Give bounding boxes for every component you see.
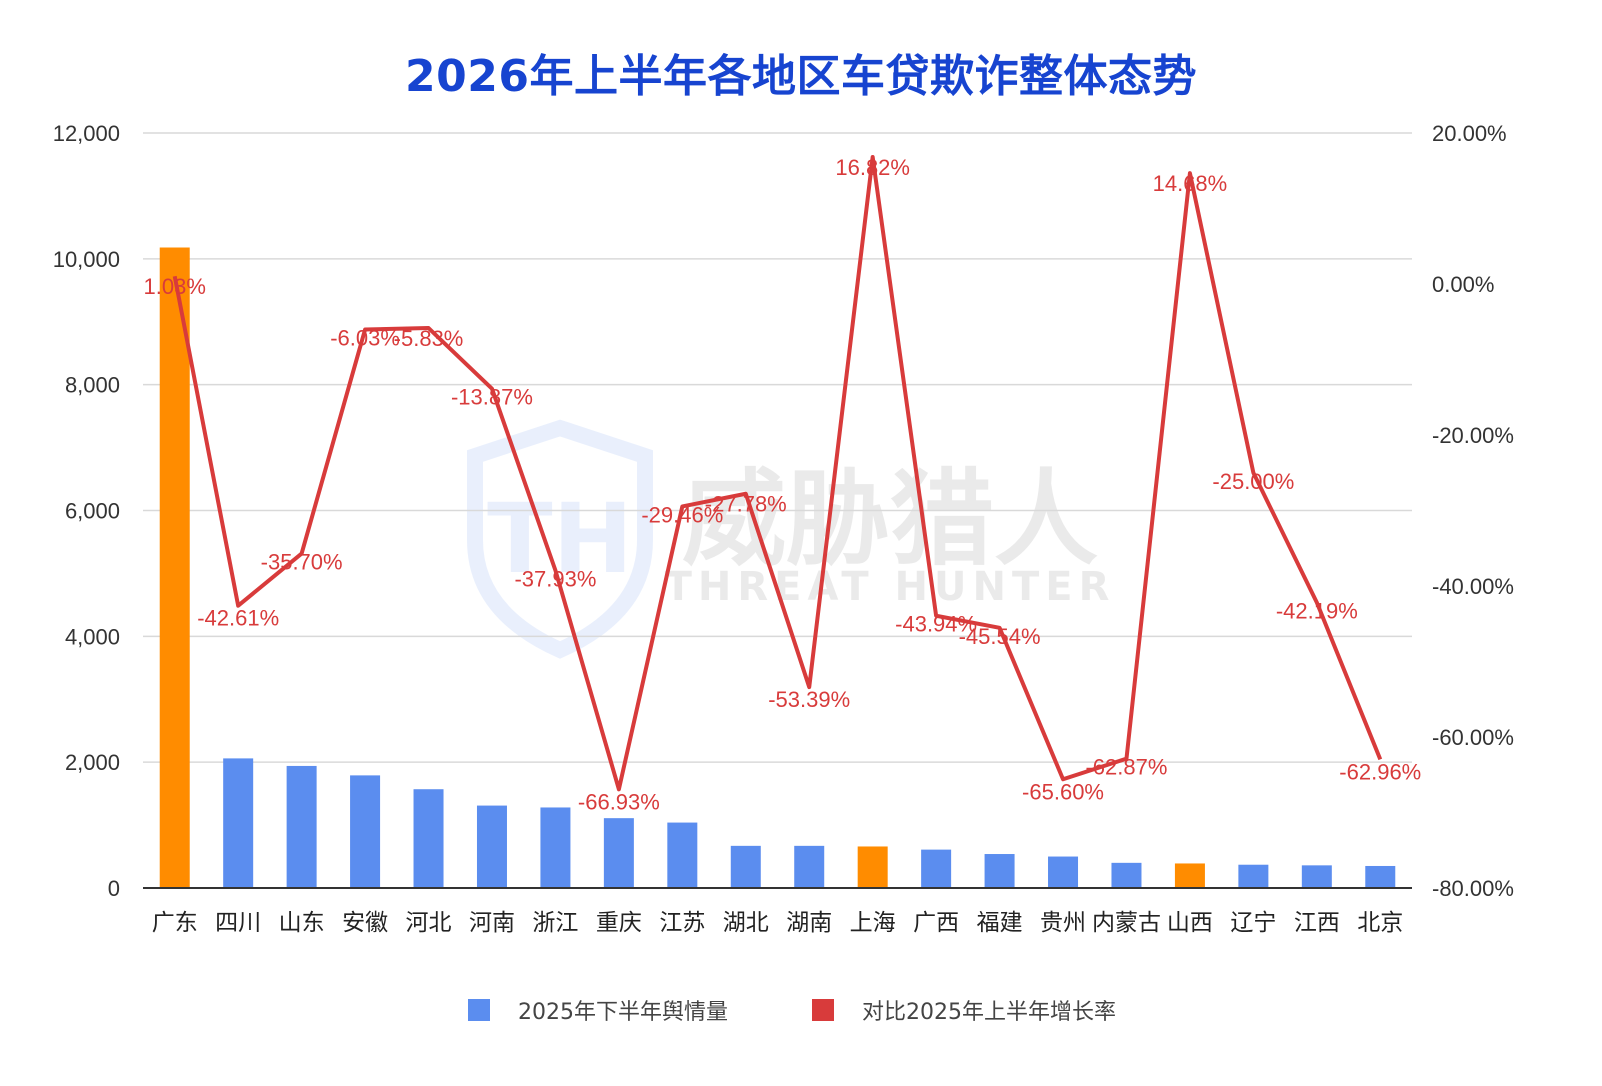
bar-四川	[223, 758, 254, 888]
bar-上海	[857, 846, 888, 888]
growth-line	[172, 155, 1383, 792]
line-data-label: -42.19%	[1276, 599, 1358, 624]
line-data-label: -37.93%	[514, 566, 596, 591]
bar-湖南	[794, 845, 825, 888]
x-tick-label: 四川	[215, 910, 261, 936]
bar-江苏	[667, 822, 698, 888]
line-data-label: -5.83%	[394, 326, 464, 351]
watermark-shield-icon	[467, 419, 653, 659]
y-left-tick-label: 6,000	[65, 499, 120, 524]
x-tick-label: 安徽	[342, 910, 388, 936]
x-tick-label: 贵州	[1040, 910, 1086, 936]
line-data-label: -42.61%	[197, 606, 279, 631]
bar-福建	[984, 854, 1015, 888]
legend-label-bars: 2025年下半年舆情量	[518, 1000, 728, 1025]
y-right-tick-label: -80.00%	[1432, 876, 1514, 901]
x-tick-label: 浙江	[532, 910, 578, 936]
x-tick-label: 广西	[913, 910, 959, 936]
line-data-label: -66.93%	[578, 789, 660, 814]
line-data-label: 1.03%	[144, 274, 206, 299]
y-right-tick-label: 20.00%	[1432, 121, 1507, 146]
x-tick-label: 河北	[406, 910, 452, 936]
line-data-label: -62.96%	[1339, 759, 1421, 784]
x-tick-label: 福建	[977, 910, 1023, 936]
line-data-label: -6.03%	[330, 326, 400, 351]
bar-重庆	[603, 818, 634, 888]
bar-湖北	[730, 845, 761, 888]
bar-山西	[1174, 863, 1205, 888]
y-left-tick-label: 0	[108, 876, 120, 901]
watermark-cn-text: 威胁猎人	[682, 458, 1098, 580]
bar-辽宁	[1238, 864, 1269, 888]
line-data-label: -62.87%	[1085, 755, 1167, 780]
bar-河北	[413, 789, 444, 888]
y-left-tick-label: 12,000	[53, 121, 120, 146]
legend-swatch-bars	[468, 999, 490, 1021]
line-data-label: -13.87%	[451, 385, 533, 410]
x-tick-label: 山东	[279, 910, 325, 936]
line-data-label: 14.68%	[1153, 171, 1228, 196]
x-tick-label: 江西	[1294, 910, 1340, 936]
line-data-label: -45.54%	[959, 624, 1041, 649]
legend: 2025年下半年舆情量 对比2025年上半年增长率	[0, 994, 1602, 1034]
y-right-tick-label: -40.00%	[1432, 574, 1514, 599]
x-tick-label: 广东	[152, 910, 198, 936]
y-right-tick-label: -20.00%	[1432, 423, 1514, 448]
line-data-label: -43.94%	[895, 612, 977, 637]
x-tick-label: 辽宁	[1230, 910, 1276, 936]
line-data-label: 16.82%	[835, 155, 910, 180]
line-data-label: -29.46%	[641, 502, 723, 527]
legend-item-bars: 2025年下半年舆情量	[468, 994, 728, 1026]
bar-广西	[921, 849, 952, 888]
bar-内蒙古	[1111, 862, 1142, 888]
legend-swatch-line	[812, 999, 834, 1021]
bar-山东	[286, 765, 317, 888]
x-tick-label: 湖南	[786, 910, 832, 936]
watermark-en-text: THREAT HUNTER	[665, 564, 1116, 610]
bar-河南	[476, 805, 507, 888]
x-tick-label: 山西	[1167, 910, 1213, 936]
x-tick-label: 河南	[469, 910, 515, 936]
legend-label-line: 对比2025年上半年增长率	[862, 1000, 1116, 1025]
y-left-tick-label: 8,000	[65, 373, 120, 398]
chart-title: 2026年上半年各地区车贷欺诈整体态势	[405, 51, 1197, 102]
y-right-tick-label: 0.00%	[1432, 272, 1494, 297]
bar-贵州	[1048, 856, 1079, 888]
line-data-label: -53.39%	[768, 687, 850, 712]
line-data-label: -25.00%	[1212, 469, 1294, 494]
bar-浙江	[540, 807, 571, 888]
bar-江西	[1301, 865, 1332, 888]
x-tick-label: 江苏	[659, 910, 705, 936]
x-tick-label: 内蒙古	[1092, 910, 1161, 936]
y-left-tick-label: 4,000	[65, 624, 120, 649]
bar-广东	[159, 247, 190, 889]
x-tick-label: 北京	[1357, 910, 1403, 936]
watermark-logo-text: TH	[487, 483, 633, 595]
line-data-label: -35.70%	[261, 550, 343, 575]
line-data-label: -27.78%	[705, 492, 787, 517]
legend-item-line: 对比2025年上半年增长率	[812, 994, 1116, 1026]
line-data-label: -65.60%	[1022, 779, 1104, 804]
bar-北京	[1365, 865, 1396, 888]
x-tick-label: 上海	[850, 910, 896, 936]
bar-安徽	[350, 775, 381, 888]
y-right-tick-label: -60.00%	[1432, 725, 1514, 750]
x-tick-label: 湖北	[723, 910, 769, 936]
x-tick-label: 重庆	[596, 910, 642, 936]
y-left-tick-label: 2,000	[65, 750, 120, 775]
y-left-tick-label: 10,000	[53, 247, 120, 272]
